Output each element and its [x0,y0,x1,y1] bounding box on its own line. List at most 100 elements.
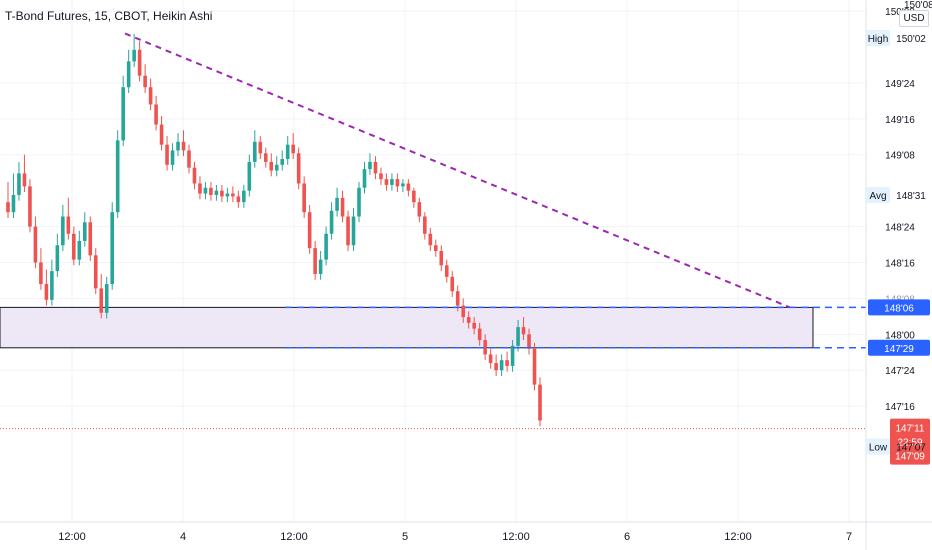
candle-body [417,202,422,217]
candle-body [72,233,76,260]
candle-body [274,164,279,171]
candle-body [187,150,191,168]
candle-body [236,196,241,203]
candle-body [104,284,109,313]
x-tick-label: 12:00 [502,531,530,543]
last-price-badge [890,418,930,465]
x-tick-label: 12:00 [280,531,308,543]
candle-body [351,216,356,246]
candle-body [126,61,131,88]
x-tick-label: 4 [180,531,186,543]
candle-body [203,187,208,194]
candle-body [302,183,306,213]
candle-body [121,87,125,141]
candle-body [296,153,301,184]
candle-body [472,322,476,329]
currency-button[interactable]: USD [899,10,929,27]
descending-trendline[interactable] [124,32,791,309]
candle-body [357,187,361,217]
price-zone[interactable] [0,306,814,349]
candle-body [170,150,175,165]
y-tick-label: 149'08 [885,151,915,162]
candle-body [324,233,328,260]
candle-body [55,245,60,272]
candle-body [307,212,312,249]
candle-body [17,173,21,195]
candle-body [329,210,334,234]
candle-body [225,193,230,197]
marker-value-avg: 148'31 [896,191,926,202]
candle-body [455,291,460,306]
y-tick-label: 148'00 [885,330,915,341]
marker-tag-avg: Avg [869,191,886,202]
candle-body [253,141,257,162]
candle-body [242,190,246,203]
candle-body [346,216,350,246]
candle-body [39,262,43,285]
candle-body [99,288,104,313]
x-tick-label: 12:00 [58,531,86,543]
x-tick-label: 12:00 [724,531,752,543]
candle-body [66,216,71,234]
candle-body [483,340,487,355]
candle-body [461,305,466,318]
candle-body [115,140,120,213]
candle-body [77,240,82,260]
candle-body [439,250,444,266]
candle-body [390,179,394,185]
candle-body [181,141,186,151]
y-tick-label: 148'24 [885,223,915,234]
candle-body [538,384,542,421]
x-tick-label: 6 [624,531,630,543]
level-label-bg [868,299,930,316]
candle-body [143,75,147,88]
candle-body [61,216,65,246]
marker-value-low: 147'07 [896,443,926,454]
candle-body [88,222,93,256]
candle-body [33,226,38,263]
candles-series [6,34,542,427]
candle-body [93,255,98,289]
candle-body [428,233,433,246]
candle-body [395,179,400,187]
chart-title: T-Bond Futures, 15, CBOT, Heikin Ashi [5,9,213,23]
last-price-secondary: 147'09 [895,452,925,463]
level-label-bg [868,339,930,356]
candle-body [214,190,219,195]
candle-body [258,141,263,154]
y-tick-label: 149'24 [885,79,915,90]
candle-body [247,161,252,191]
candle-body [362,169,367,188]
candle-body [82,222,87,241]
candle-body [209,187,213,195]
chart-overlays[interactable] [0,32,866,430]
candle-body [510,345,515,366]
candle-body [313,248,317,274]
candle-body [148,87,153,105]
candle-body [477,328,482,341]
marker-tag-bg [866,438,890,455]
candle-body [318,259,323,274]
candle-body [340,197,345,217]
candle-body [505,360,509,366]
candle-body [499,360,504,371]
level-label: 148'06 [884,303,914,314]
candle-body [44,284,49,300]
candle-body [198,183,202,194]
candle-body [488,354,493,364]
candle-body [22,173,27,187]
candle-body [132,49,136,62]
candle-body [269,161,274,171]
candle-body [11,194,16,213]
candle-body [450,276,455,292]
candle-body [291,144,295,154]
support-zone-rect[interactable] [0,306,814,349]
candle-body [220,190,224,197]
candle-body [231,193,235,197]
candle-body [192,167,197,184]
candle-body [401,183,405,187]
y-tick-label: 148'16 [885,258,915,269]
candle-body [423,216,427,234]
marker-value-high: 150'02 [896,34,926,45]
